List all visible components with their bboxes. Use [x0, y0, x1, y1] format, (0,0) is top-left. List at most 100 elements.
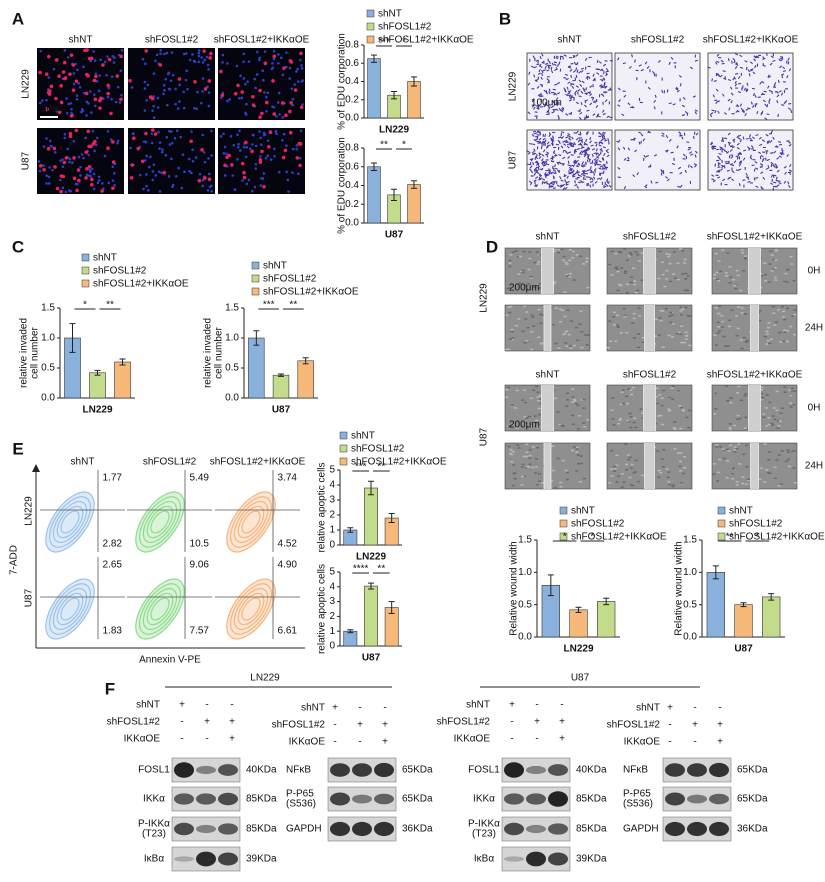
cell-texture [712, 277, 716, 280]
cell [773, 83, 776, 87]
cell-texture [682, 341, 686, 344]
cell [552, 187, 556, 189]
nucleus [111, 165, 115, 169]
edu-nucleus [48, 89, 52, 93]
cell [773, 181, 777, 184]
cell [583, 154, 587, 158]
nucleus [206, 85, 209, 88]
legend-label: shFOSL1#2 [571, 519, 625, 530]
band [687, 763, 707, 777]
edu-nucleus [281, 155, 286, 160]
cell [539, 83, 544, 86]
cell [566, 143, 571, 146]
contour [56, 505, 84, 539]
protein-label: IKKα [143, 794, 165, 805]
cell [581, 146, 585, 149]
cell [547, 183, 551, 186]
cell [778, 58, 781, 62]
bar [734, 604, 753, 638]
cell-texture [572, 446, 576, 448]
cell [734, 73, 739, 75]
error-bar [94, 369, 101, 376]
cell-texture [508, 452, 512, 455]
nucleus [242, 52, 246, 56]
cell-texture [568, 248, 572, 251]
nucleus [208, 185, 212, 189]
nucleus [197, 60, 201, 64]
cell [596, 72, 600, 75]
cell-texture [570, 449, 574, 452]
cell [584, 92, 588, 96]
cell [555, 108, 559, 111]
column-header: shFOSL1#2 [623, 370, 677, 381]
nucleus [202, 151, 206, 154]
cell-texture [741, 252, 745, 254]
cell-texture [520, 270, 524, 273]
cell-texture [523, 305, 527, 308]
cell [665, 176, 669, 179]
cell-texture [638, 315, 642, 317]
nucleus [193, 60, 197, 64]
cell [661, 132, 665, 135]
scale-bar-label: 200μm [509, 420, 540, 431]
scale-bar-label: 200μm [509, 283, 540, 294]
column-header: shFOSL1#2 [145, 35, 199, 46]
cell-texture [765, 343, 769, 345]
cell [544, 62, 549, 65]
condition-sign: - [668, 720, 671, 731]
nucleus [99, 58, 102, 62]
cell-texture [512, 464, 516, 466]
cell [727, 98, 731, 102]
nucleus [241, 179, 244, 182]
wound-gap [544, 443, 551, 489]
cell [605, 148, 609, 152]
cell-texture [626, 283, 630, 286]
cell-texture [744, 258, 748, 260]
contour [60, 510, 80, 534]
nucleus [198, 49, 201, 52]
cell [605, 73, 609, 77]
cell-texture [529, 277, 533, 279]
cell [627, 102, 631, 106]
cell-texture [716, 480, 720, 482]
cell [575, 67, 578, 71]
nucleus [51, 168, 54, 172]
edu-nucleus [89, 182, 94, 187]
cell [711, 109, 715, 112]
edu-nucleus [59, 189, 63, 194]
cell [771, 178, 774, 182]
cell [583, 152, 587, 156]
cell-texture [632, 267, 636, 270]
nucleus [158, 141, 162, 144]
cell [712, 179, 716, 183]
cell [694, 111, 698, 115]
contour [241, 597, 261, 621]
cell-texture [527, 268, 531, 271]
cell-texture [574, 326, 578, 329]
cell-texture [551, 323, 555, 326]
edu-nucleus [107, 57, 112, 62]
condition-sign: + [534, 717, 540, 728]
cell [539, 65, 543, 68]
nucleus [45, 98, 48, 102]
cell [723, 112, 727, 115]
cell [755, 134, 759, 137]
cell [588, 91, 591, 95]
cell-texture [637, 333, 641, 335]
cell [770, 174, 774, 178]
cell [547, 144, 551, 147]
condition-label: IKKαOE [289, 737, 326, 748]
cell [668, 61, 671, 65]
nucleus [154, 174, 157, 177]
cell-texture [517, 447, 521, 449]
cell [579, 108, 582, 112]
cell [550, 137, 553, 141]
error-bar [768, 593, 775, 601]
cell [548, 106, 551, 110]
nucleus [254, 162, 258, 166]
cell-texture [525, 451, 529, 454]
cell-texture [778, 420, 782, 422]
cell-texture [533, 261, 537, 264]
cell-texture [792, 280, 796, 282]
